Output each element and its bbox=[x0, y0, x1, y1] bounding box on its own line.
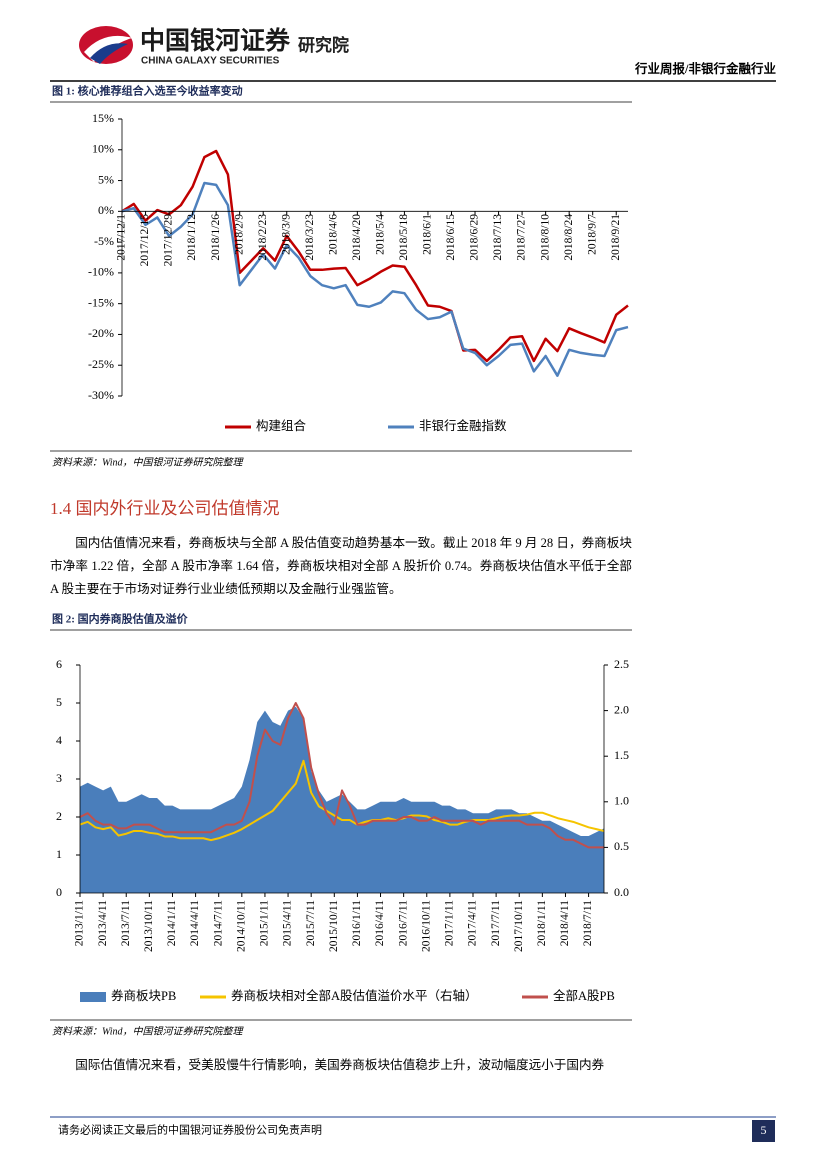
x-tick-label: 2018/8/10 bbox=[539, 214, 551, 261]
legend-label: 构建组合 bbox=[256, 418, 307, 433]
x-tick-label: 2018/7/13 bbox=[492, 214, 504, 261]
x-tick-label: 2017/4/11 bbox=[467, 900, 479, 946]
figure-caption: 图 2: 国内券商股估值及溢价 bbox=[52, 612, 189, 626]
x-tick-label: 2018/7/11 bbox=[582, 900, 594, 946]
y-tick-label: -5% bbox=[94, 234, 114, 248]
logo bbox=[79, 26, 133, 64]
section-heading: 1.4 国内外行业及公司估值情况 bbox=[50, 499, 280, 518]
y-tick-label: 0% bbox=[98, 203, 114, 217]
x-tick-label: 2018/8/24 bbox=[563, 214, 575, 261]
source: 资料来源：Wind，中国银河证券研究院整理 bbox=[52, 1025, 245, 1037]
line bbox=[121, 149, 629, 363]
x-tick-label: 2016/10/11 bbox=[420, 900, 432, 952]
x-tick-label: 2017/1/11 bbox=[444, 900, 456, 946]
dept: 研究院 bbox=[298, 35, 349, 56]
legend-label: 全部A股PB bbox=[553, 988, 615, 1003]
x-tick-label: 2018/1/26 bbox=[210, 214, 222, 261]
y-tick-label: 3 bbox=[56, 771, 62, 785]
y-tick-label: -25% bbox=[88, 357, 114, 371]
x-tick-label: 2013/7/11 bbox=[120, 900, 132, 946]
y-tick-label: -10% bbox=[88, 265, 114, 279]
y-tick-label: 2 bbox=[56, 809, 62, 823]
x-tick-label: 2018/7/27 bbox=[516, 214, 528, 261]
line bbox=[79, 759, 605, 842]
x-tick-label: 2017/12/1 bbox=[116, 214, 128, 261]
x-tick-label: 2018/4/20 bbox=[351, 214, 363, 261]
y2-tick-label: 2.0 bbox=[614, 702, 629, 716]
y2-tick-label: 2.5 bbox=[614, 657, 629, 671]
x-tick-label: 2014/7/11 bbox=[212, 900, 224, 946]
x-tick-label: 2016/1/11 bbox=[351, 900, 363, 946]
x-tick-label: 2016/4/11 bbox=[374, 900, 386, 946]
x-tick-label: 2018/1/11 bbox=[536, 900, 548, 946]
paragraph: 国内估值情况来看，券商板块与全部 A 股估值变动趋势基本一致。截止 2018 年… bbox=[50, 536, 632, 596]
legend-label: 券商板块PB bbox=[111, 988, 176, 1003]
y-tick-label: 1 bbox=[56, 847, 62, 861]
y-tick-label: -20% bbox=[88, 326, 114, 340]
x-tick-label: 2018/6/29 bbox=[469, 214, 481, 261]
y2-tick-label: 1.0 bbox=[614, 794, 629, 808]
x-tick-label: 2018/4/11 bbox=[559, 900, 571, 946]
y-tick-label: 5% bbox=[98, 172, 114, 186]
x-tick-label: 2018/6/1 bbox=[422, 214, 434, 255]
page-number: 5 bbox=[761, 1123, 767, 1137]
x-tick-label: 2018/4/6 bbox=[327, 214, 339, 255]
x-tick-label: 2017/7/11 bbox=[490, 900, 502, 946]
x-tick-label: 2017/12/15 bbox=[139, 214, 151, 267]
y-tick-label: 0 bbox=[56, 885, 62, 899]
x-tick-label: 2018/1/12 bbox=[186, 214, 198, 261]
y-tick-label: 5 bbox=[56, 695, 62, 709]
legend-label: 非银行金融指数 bbox=[419, 418, 507, 433]
legend-swatch bbox=[80, 992, 106, 1002]
x-tick-label: 2013/10/11 bbox=[143, 900, 155, 952]
y-tick-label: -30% bbox=[88, 388, 114, 402]
figure-caption: 图 1: 核心推荐组合入选至今收益率变动 bbox=[52, 84, 243, 98]
x-tick-label: 2018/3/23 bbox=[304, 214, 316, 261]
y-tick-label: 4 bbox=[56, 733, 62, 747]
x-tick-label: 2013/4/11 bbox=[97, 900, 109, 946]
area bbox=[80, 706, 604, 893]
paragraph: 国际估值情况来看，受美股慢牛行情影响，美国券商板块估值稳步上升，波动幅度远小于国… bbox=[75, 1058, 605, 1072]
x-tick-label: 2017/10/11 bbox=[513, 900, 525, 952]
y2-tick-label: 0.5 bbox=[614, 839, 629, 853]
x-tick-label: 2018/5/4 bbox=[375, 214, 387, 255]
y2-tick-label: 0.0 bbox=[614, 885, 629, 899]
line bbox=[121, 181, 629, 377]
x-tick-label: 2014/1/11 bbox=[166, 900, 178, 946]
page-box bbox=[752, 1120, 775, 1142]
source: 资料来源：Wind，中国银河证券研究院整理 bbox=[52, 456, 245, 468]
x-tick-label: 2015/10/11 bbox=[328, 900, 340, 952]
x-tick-label: 2017/12/29 bbox=[163, 214, 175, 267]
company-en: CHINA GALAXY SECURITIES bbox=[141, 56, 280, 67]
x-tick-label: 2016/7/11 bbox=[397, 900, 409, 946]
y-tick-label: -15% bbox=[88, 295, 114, 309]
x-tick-label: 2018/3/9 bbox=[280, 214, 292, 255]
x-tick-label: 2018/5/18 bbox=[398, 214, 410, 261]
company: 中国银河证券 bbox=[140, 26, 291, 55]
y-tick-label: 10% bbox=[92, 142, 114, 156]
x-tick-label: 2018/9/7 bbox=[586, 214, 598, 255]
legend-label: 券商板块相对全部A股估值溢价水平（右轴） bbox=[231, 988, 478, 1003]
x-tick-label: 2014/10/11 bbox=[235, 900, 247, 952]
x-tick-label: 2013/1/11 bbox=[74, 900, 86, 946]
line bbox=[79, 702, 604, 849]
x-tick-label: 2018/6/15 bbox=[445, 214, 457, 261]
x-tick-label: 2018/2/9 bbox=[233, 214, 245, 255]
y2-tick-label: 1.5 bbox=[614, 748, 629, 762]
y-tick-label: 15% bbox=[92, 111, 114, 125]
disclaimer: 请务必阅读正文最后的中国银河证券股份公司免责声明 bbox=[58, 1123, 322, 1137]
x-tick-label: 2014/4/11 bbox=[189, 900, 201, 946]
report-type: 行业周报/非银行金融行业 bbox=[634, 61, 776, 76]
x-tick-label: 2015/1/11 bbox=[259, 900, 271, 946]
x-tick-label: 2015/4/11 bbox=[282, 900, 294, 946]
y-tick-label: 6 bbox=[56, 657, 62, 671]
x-tick-label: 2018/2/23 bbox=[257, 214, 269, 261]
x-tick-label: 2018/9/21 bbox=[610, 214, 622, 261]
x-tick-label: 2015/7/11 bbox=[305, 900, 317, 946]
